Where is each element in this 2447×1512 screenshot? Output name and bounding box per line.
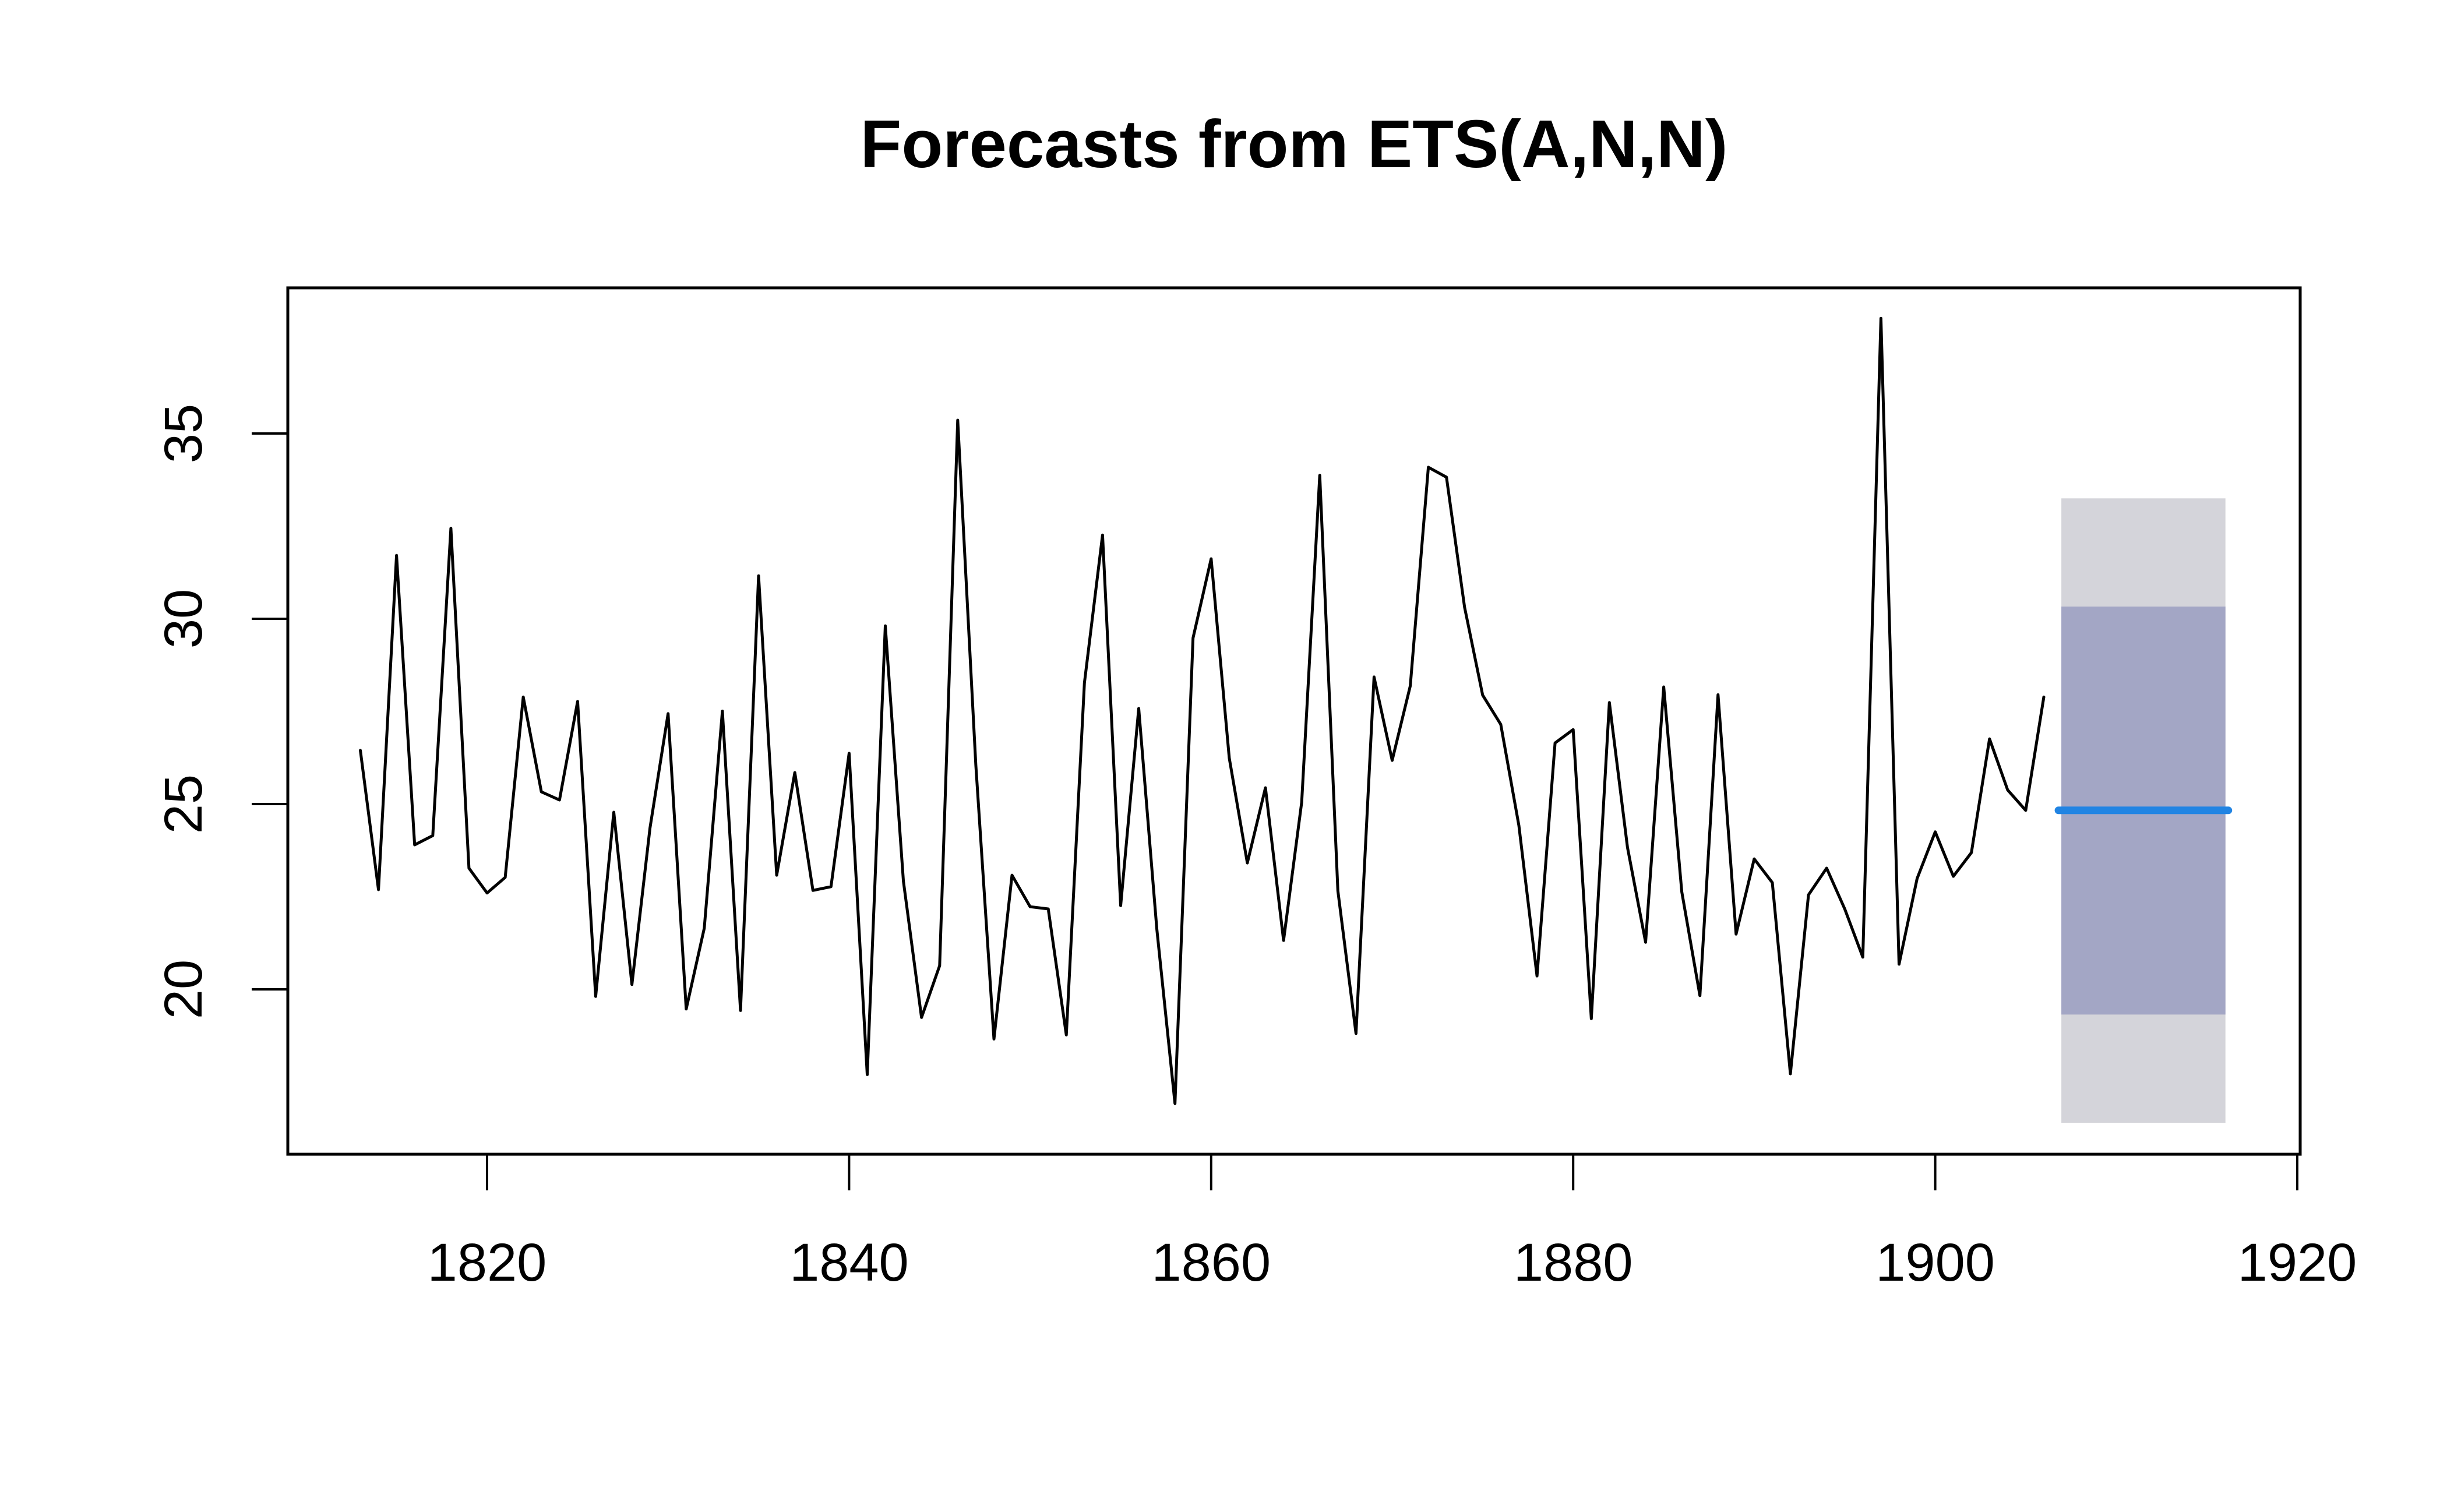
y-tick-label: 25 bbox=[154, 774, 213, 834]
y-tick-label: 30 bbox=[154, 589, 213, 648]
x-tick-label: 1840 bbox=[789, 1233, 909, 1292]
plot-frame bbox=[286, 286, 2302, 1156]
x-tick-label: 1900 bbox=[1875, 1233, 1995, 1292]
y-tick-label: 35 bbox=[154, 404, 213, 463]
x-axis: 1820 1840 1860 1880 1900 1920 bbox=[428, 1153, 2357, 1292]
x-tick-label: 1880 bbox=[1514, 1233, 1633, 1292]
y-axis: 20 25 30 35 bbox=[154, 404, 289, 1019]
y-tick-label: 20 bbox=[154, 960, 213, 1019]
series-layer bbox=[359, 316, 2233, 1105]
x-tick-label: 1820 bbox=[428, 1233, 547, 1292]
x-tick-label: 1920 bbox=[2238, 1233, 2357, 1292]
observed-series-line bbox=[359, 316, 2046, 1105]
chart-title: Forecasts from ETS(A,N,N) bbox=[861, 106, 1728, 182]
x-tick-label: 1860 bbox=[1151, 1233, 1271, 1292]
